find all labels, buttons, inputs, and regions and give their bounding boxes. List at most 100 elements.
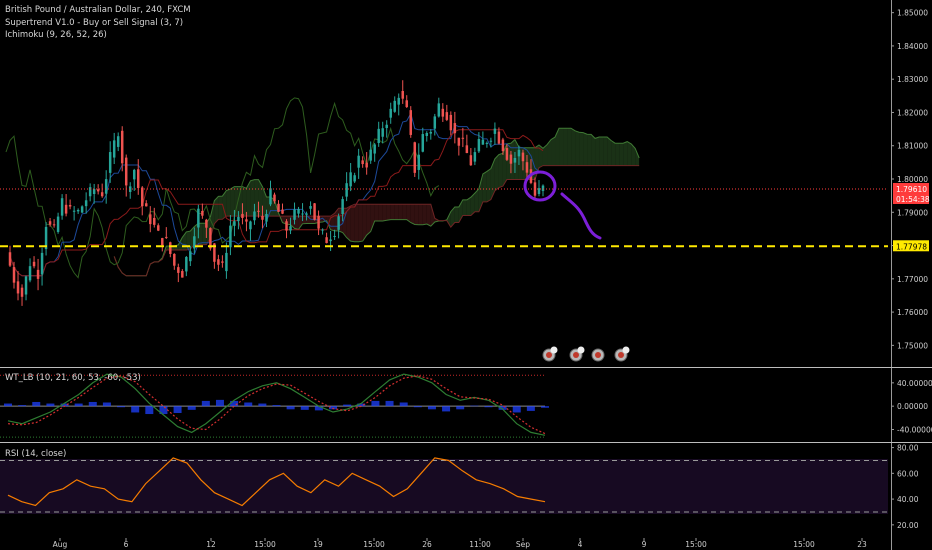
cloud-segment (246, 180, 251, 217)
candle (521, 149, 525, 171)
candle (309, 201, 312, 215)
candle (537, 180, 541, 197)
candle-body (293, 209, 296, 220)
ichimoku-legend[interactable]: Ichimoku (9, 26, 52, 26) (5, 30, 107, 40)
pane-separator-rsi[interactable] (0, 442, 932, 443)
wt-hist-bar (88, 401, 97, 407)
candle-body (401, 90, 404, 99)
candle-body (281, 209, 284, 214)
candle (193, 227, 196, 254)
wt-hist-bar (286, 406, 295, 410)
cloud-segment (178, 237, 183, 250)
candle (345, 172, 348, 202)
wt1-line (7, 373, 546, 436)
rsi-tick-label: 80.00 (897, 444, 919, 453)
cloud-segment (254, 179, 259, 217)
candle-body (437, 103, 441, 117)
candle-body (181, 271, 184, 278)
candlesticks (8, 80, 545, 306)
candle-body (237, 216, 240, 222)
candle (92, 183, 96, 204)
cloud-segment (595, 137, 600, 166)
rsi-tick-label: 20.00 (897, 521, 919, 530)
candle-body (285, 221, 288, 231)
cloud-segment (302, 216, 307, 224)
candle (197, 204, 200, 239)
cloud-segment (298, 216, 303, 230)
cloud-segment (607, 137, 612, 166)
cloud-segment (366, 204, 371, 236)
candle-body (177, 267, 180, 273)
candle-body (477, 139, 481, 152)
projection-stroke (560, 192, 602, 240)
rsi-tick-label: 60.00 (897, 469, 919, 478)
cloud-segment (426, 204, 431, 227)
current-price-label: 1.79610 (896, 185, 927, 194)
candle (517, 145, 521, 165)
candle-body (353, 175, 356, 182)
candle-body (169, 242, 172, 254)
candle-body (365, 162, 368, 168)
rsi-band-background (0, 459, 888, 514)
wt-hist-bar (74, 403, 83, 407)
time-tick-label: 11:00 (469, 540, 491, 549)
candle-body (173, 253, 176, 266)
pane-separator-wt[interactable] (0, 367, 932, 368)
cloud-segment (450, 207, 455, 228)
cloud-segment (370, 204, 375, 232)
candle-body (301, 213, 304, 215)
candle-body (153, 217, 156, 225)
cloud-segment (262, 186, 267, 217)
price-overlays (0, 188, 888, 248)
rsi-legend[interactable]: RSI (14, close) (5, 449, 67, 459)
candle (261, 205, 264, 229)
time-tick-label: 26 (422, 540, 432, 549)
candle-body (217, 259, 220, 265)
wt-hist-bar (173, 406, 182, 413)
cloud-segment (587, 134, 592, 166)
wt-hist-bar (145, 406, 154, 415)
time-tick-label: 23 (857, 540, 867, 549)
cloud-segment (498, 153, 503, 188)
candle-body (473, 152, 477, 162)
cloud-segment (354, 204, 359, 242)
candle-body (501, 139, 505, 152)
wt-hist-bar (343, 404, 352, 407)
wt-hist-bar (102, 402, 111, 407)
candle-body (421, 134, 425, 152)
user-drawing[interactable] (523, 170, 602, 240)
candle (185, 255, 188, 277)
senkou-span-a (113, 127, 640, 277)
candle (449, 111, 453, 136)
chart-title[interactable]: British Pound / Australian Dollar, 240, … (5, 5, 191, 15)
candle-body (261, 215, 264, 220)
candle (365, 152, 368, 175)
candle-body (12, 267, 16, 283)
candle-body (369, 149, 372, 161)
candle-body (273, 194, 276, 202)
candle-body (297, 208, 300, 214)
candle-body (249, 221, 252, 230)
event-markers[interactable] (542, 346, 630, 362)
wavetrend-legend[interactable]: WT_LB (10, 21, 60, 53, -60, -53) (5, 373, 141, 383)
candle (80, 205, 84, 214)
candle (44, 222, 48, 256)
flag-center (618, 352, 624, 358)
candle-body (68, 204, 72, 207)
supertrend-legend[interactable]: Supertrend V1.0 - Buy or Sell Signal (3,… (5, 18, 184, 28)
candle (8, 245, 12, 268)
candle-body (225, 252, 228, 272)
cloud-segment (414, 204, 419, 225)
candle-body (333, 235, 336, 237)
wt-hist-bar (314, 406, 323, 411)
candle (229, 215, 232, 256)
cloud-segment (406, 204, 411, 223)
wt-hist-bar (484, 406, 493, 408)
cloud-segment (418, 204, 423, 225)
wt-hist-bar (46, 403, 55, 407)
candle-body (76, 209, 80, 212)
cloud-segment (474, 188, 479, 212)
candle (88, 183, 92, 202)
cloud-segment (538, 144, 543, 168)
